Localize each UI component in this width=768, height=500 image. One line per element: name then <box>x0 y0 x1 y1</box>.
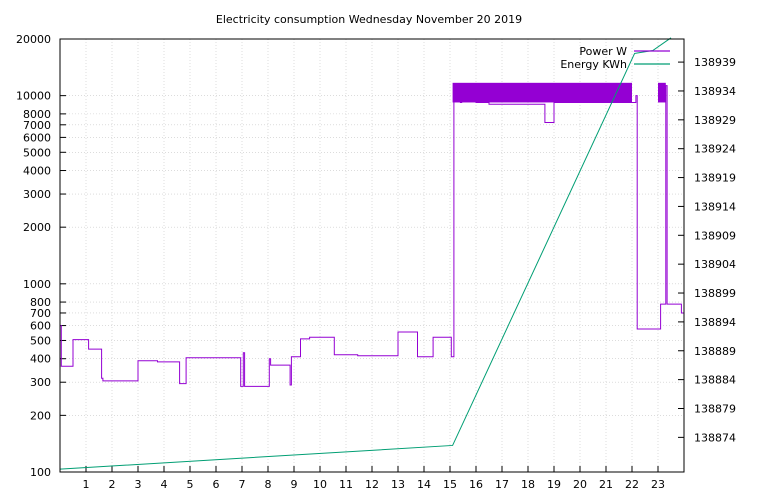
x-tick-label: 11 <box>339 478 353 491</box>
y2-tick-label: 138899 <box>694 287 736 300</box>
y2-tick-label: 138894 <box>694 316 736 329</box>
y2-tick-label: 138879 <box>694 402 736 415</box>
x-tick-label: 16 <box>469 478 483 491</box>
x-tick-label: 18 <box>521 478 535 491</box>
power-series-band <box>658 82 666 103</box>
plot-frame <box>59 38 685 473</box>
x-tick-label: 21 <box>599 478 613 491</box>
x-tick-label: 6 <box>213 478 220 491</box>
y-tick-label: 2000 <box>23 221 51 234</box>
y-tick-label: 300 <box>30 376 51 389</box>
y-tick-label: 200 <box>30 409 51 422</box>
y-tick-label: 1000 <box>23 278 51 291</box>
x-axis-ticks: 1 2 3 4 5 6 7 8 9 10 11 12 13 14 15 16 17 18 19 20 21 22 23 <box>83 466 665 491</box>
y2-tick-label: 138929 <box>694 114 736 127</box>
x-tick-label: 22 <box>625 478 639 491</box>
x-tick-label: 17 <box>495 478 509 491</box>
y-tick-label: 3000 <box>23 188 51 201</box>
power-series-band <box>452 82 632 103</box>
x-tick-label: 14 <box>417 478 431 491</box>
y2-tick-label: 138874 <box>694 431 736 444</box>
x-tick-label: 2 <box>109 478 116 491</box>
x-tick-label: 9 <box>291 478 298 491</box>
y-tick-label: 7000 <box>23 119 51 132</box>
y-tick-label: 700 <box>30 307 51 320</box>
y2-tick-label: 138889 <box>694 345 736 358</box>
y2-axis-ticks: 138874 138879 138884 138889 138894 138899 1389… <box>678 56 736 444</box>
legend-label: Energy KWh <box>560 58 627 71</box>
x-tick-label: 10 <box>313 478 327 491</box>
y2-tick-label: 138884 <box>694 374 736 387</box>
y2-tick-label: 138904 <box>694 258 736 271</box>
series-layer <box>59 37 684 470</box>
y2-tick-label: 138924 <box>694 143 736 156</box>
x-tick-label: 3 <box>135 478 142 491</box>
y-tick-label: 20000 <box>16 33 51 46</box>
y-tick-label: 800 <box>30 296 51 309</box>
x-tick-label: 7 <box>239 478 246 491</box>
x-tick-label: 20 <box>573 478 587 491</box>
x-tick-label: 13 <box>391 478 405 491</box>
x-tick-label: 12 <box>365 478 379 491</box>
y-tick-label: 500 <box>30 334 51 347</box>
y2-tick-label: 138914 <box>694 200 736 213</box>
y2-tick-label: 138919 <box>694 172 736 185</box>
legend-label: Power W <box>579 45 627 58</box>
power-series-line <box>60 85 684 387</box>
y-tick-label: 4000 <box>23 165 51 178</box>
energy-series-line <box>59 37 672 470</box>
grid <box>60 38 684 473</box>
x-tick-label: 5 <box>187 478 194 491</box>
chart-title: Electricity consumption Wednesday Novemb… <box>216 13 522 26</box>
y-tick-label: 400 <box>30 353 51 366</box>
y-tick-label: 100 <box>30 466 51 479</box>
x-tick-label: 4 <box>161 478 168 491</box>
x-tick-label: 8 <box>265 478 272 491</box>
x-tick-label: 19 <box>547 478 561 491</box>
x-tick-label: 1 <box>83 478 90 491</box>
y-tick-label: 600 <box>30 320 51 333</box>
y-tick-label: 10000 <box>16 90 51 103</box>
y2-tick-label: 138909 <box>694 229 736 242</box>
x-tick-label: 15 <box>443 478 457 491</box>
y-tick-label: 8000 <box>23 108 51 121</box>
y-tick-label: 6000 <box>23 131 51 144</box>
y2-tick-label: 138939 <box>694 56 736 69</box>
x-tick-label: 23 <box>651 478 665 491</box>
y-tick-label: 5000 <box>23 146 51 159</box>
y2-tick-label: 138934 <box>694 85 736 98</box>
